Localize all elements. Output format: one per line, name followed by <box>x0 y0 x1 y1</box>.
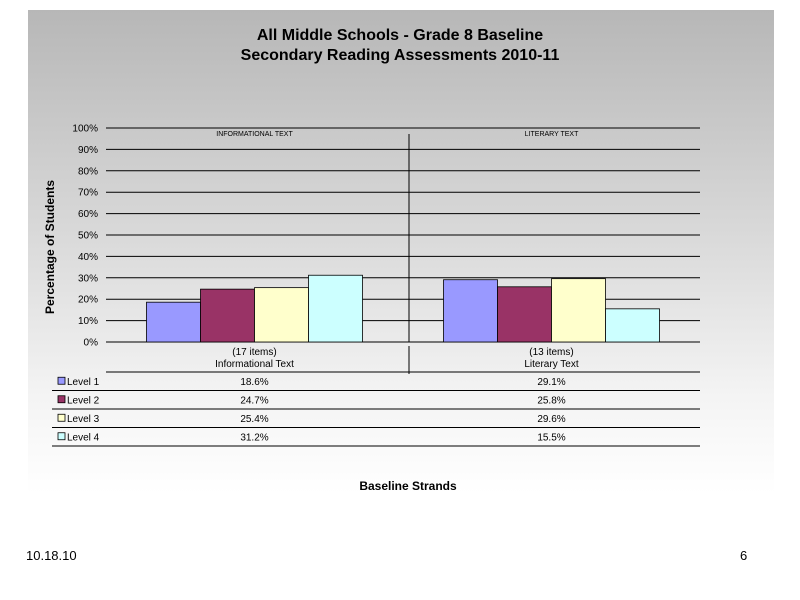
category-label: Informational Text <box>215 359 294 370</box>
legend-swatch <box>57 432 66 441</box>
y-tick-label: 50% <box>78 231 98 242</box>
y-axis-title: Percentage of Students <box>43 180 57 314</box>
y-tick-label: 90% <box>78 145 98 156</box>
bar-level-3 <box>551 278 606 343</box>
chart-title: All Middle Schools - Grade 8 Baseline <box>256 27 544 44</box>
x-axis-title: Baseline Strands <box>359 479 457 493</box>
footer-date: 10.18.10 <box>26 548 77 563</box>
y-tick-label: 40% <box>78 252 98 263</box>
y-tick-label: 70% <box>78 188 98 199</box>
data-table-value: 31.2% <box>240 432 268 443</box>
bar-level-1 <box>443 279 498 343</box>
bar-level-2 <box>497 286 552 343</box>
y-tick-label: 80% <box>78 166 98 177</box>
chart-panel <box>28 10 774 494</box>
data-table-value: 18.6% <box>240 377 268 388</box>
y-tick-label: 100% <box>72 124 98 135</box>
page-number: 6 <box>740 548 748 563</box>
bar-level-4 <box>308 274 363 343</box>
category-header: LITERARY TEXT <box>525 131 579 138</box>
y-tick-label: 20% <box>78 295 98 306</box>
y-tick-label: 0% <box>84 338 99 349</box>
bar-level-3 <box>254 287 309 343</box>
legend-label: Level 3 <box>67 414 100 425</box>
data-table-value: 25.8% <box>537 395 565 406</box>
legend-swatch <box>57 376 66 385</box>
legend-label: Level 1 <box>67 377 100 388</box>
legend-swatch <box>57 395 66 404</box>
data-table-value: 25.4% <box>240 414 268 425</box>
category-label: Literary Text <box>524 359 579 370</box>
category-count-label: (13 items) <box>529 347 573 358</box>
bar-level-2 <box>200 288 255 343</box>
bar-level-1 <box>146 301 201 343</box>
data-table-value: 24.7% <box>240 395 268 406</box>
data-table-value: 15.5% <box>537 432 565 443</box>
category-header: INFORMATIONAL TEXT <box>216 131 293 138</box>
data-table-value: 29.1% <box>537 377 565 388</box>
chart-subtitle: Secondary Reading Assessments 2010-11 <box>240 47 560 64</box>
y-tick-label: 60% <box>78 209 98 220</box>
legend-label: Level 4 <box>67 432 100 443</box>
bar-level-4 <box>605 308 660 343</box>
legend-label: Level 2 <box>67 395 100 406</box>
legend-swatch <box>57 413 66 422</box>
category-count-label: (17 items) <box>232 347 276 358</box>
y-tick-label: 10% <box>78 316 98 327</box>
data-table-value: 29.6% <box>537 414 565 425</box>
y-tick-label: 30% <box>78 273 98 284</box>
